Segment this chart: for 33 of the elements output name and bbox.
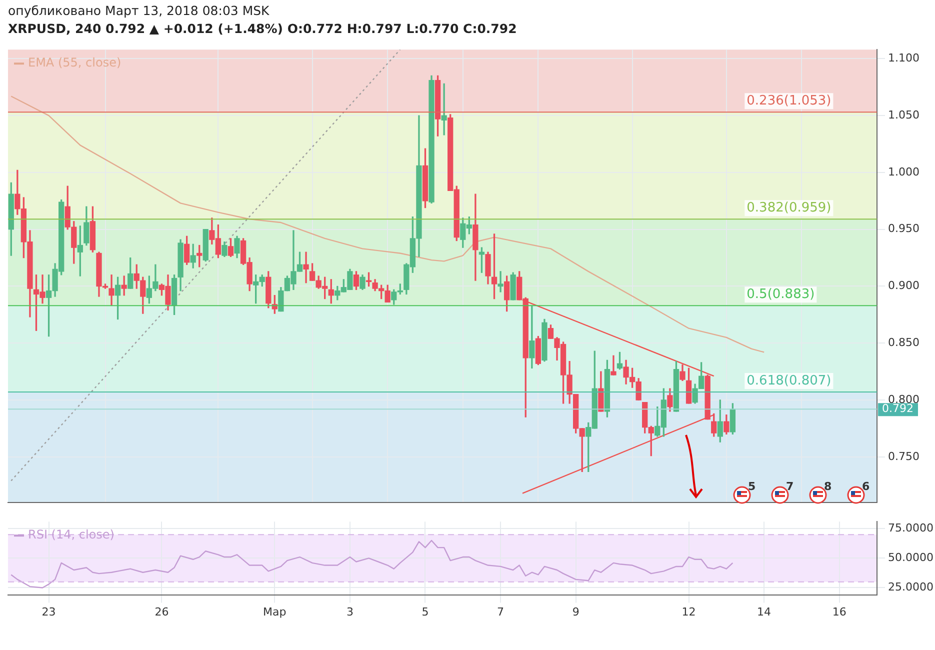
- x-tick-label: 9: [572, 605, 580, 618]
- annotation: 0.792: [882, 402, 914, 415]
- x-tick-label: 14: [757, 605, 772, 618]
- annotation: 5: [748, 480, 756, 493]
- annotation: 8: [824, 480, 832, 493]
- y-tick-label: 1.000: [888, 165, 920, 178]
- legend-label: EMA (55, close): [28, 56, 122, 70]
- x-tick-label: 5: [422, 605, 429, 618]
- ref-line-label: 0.236(1.053): [746, 94, 832, 109]
- y-tick-label: 0.750: [888, 450, 920, 463]
- y-tick-label: 50.0000: [888, 551, 934, 564]
- x-tick-label: Мар: [263, 605, 286, 618]
- chart-subtitle: опубликовано Март 13, 2018 08:03 MSK: [8, 2, 270, 20]
- x-tick-label: 23: [42, 605, 56, 618]
- chart-title: XRPUSD, 240 0.792 ▲ +0.012 (+1.48%) O:0.772 H:0.797 L:0.770 C:0.792: [8, 20, 517, 38]
- ref-line-label: 0.382(0.959): [746, 200, 832, 216]
- x-tick-label: 3: [346, 605, 354, 618]
- x-tick-label: 7: [497, 605, 504, 618]
- y-tick-label: 1.050: [888, 108, 920, 122]
- y-tick-label: 75.0000: [888, 522, 934, 535]
- x-tick-label: 26: [154, 605, 169, 618]
- y-tick-label: 0.950: [888, 222, 920, 236]
- annotation: 7: [786, 480, 794, 493]
- x-tick-label: 16: [832, 605, 846, 618]
- y-tick-label: 25.0000: [888, 580, 934, 594]
- x-tick-label: 12: [682, 605, 696, 618]
- y-tick-label: 0.900: [888, 279, 920, 292]
- annotation: 6: [862, 480, 870, 493]
- ref-line-label: 0.618(0.807): [746, 373, 832, 388]
- y-tick-label: 1.100: [888, 52, 920, 65]
- y-tick-label: 0.850: [888, 336, 920, 349]
- ref-line-label: 0.5(0.883): [746, 286, 815, 302]
- legend-label: RSI (14, close): [28, 528, 114, 542]
